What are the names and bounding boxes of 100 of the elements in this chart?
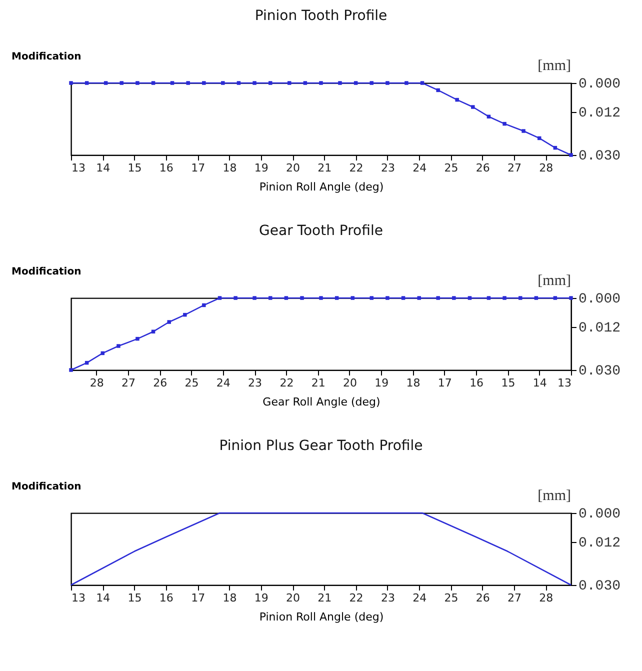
point bbox=[69, 81, 73, 85]
point bbox=[252, 81, 256, 85]
x-tick-label: 25 bbox=[184, 376, 199, 390]
point bbox=[452, 296, 456, 300]
chart-title: Pinion Plus Gear Tooth Profile bbox=[219, 438, 423, 454]
y-tick-label: 0.030 bbox=[578, 148, 621, 164]
text: [mm] bbox=[538, 273, 571, 289]
point bbox=[136, 81, 140, 85]
x-tick-label: 25 bbox=[444, 592, 458, 604]
point bbox=[183, 312, 187, 317]
point bbox=[221, 81, 225, 85]
x-tick-label: 20 bbox=[286, 162, 300, 174]
x-tick-label: 13 bbox=[558, 376, 572, 390]
point bbox=[455, 98, 459, 102]
x-tick-label: 22 bbox=[280, 376, 294, 390]
point bbox=[420, 81, 424, 85]
point bbox=[151, 81, 156, 85]
x-tick-label: 15 bbox=[501, 376, 516, 390]
x-tick-label: 16 bbox=[470, 376, 484, 390]
point bbox=[104, 81, 108, 85]
point bbox=[502, 296, 506, 300]
x-tick-label: 26 bbox=[153, 376, 168, 390]
point bbox=[338, 81, 342, 85]
point bbox=[116, 344, 120, 348]
x-tick-label: 27 bbox=[121, 376, 136, 390]
y-tick-label: 0.030 bbox=[578, 578, 621, 594]
x-tick-label: 14 bbox=[96, 592, 110, 604]
point bbox=[569, 153, 573, 157]
point bbox=[252, 296, 256, 300]
x-tick-label: 19 bbox=[254, 592, 268, 604]
point bbox=[404, 81, 408, 85]
point bbox=[287, 81, 292, 85]
point bbox=[401, 296, 406, 300]
chart-title: Pinion Tooth Profile bbox=[254, 8, 388, 24]
point bbox=[468, 296, 472, 300]
y-tick-label: 0.012 bbox=[578, 535, 621, 552]
x-tick-label: 28 bbox=[539, 592, 554, 604]
x-axis-title: Pinion Roll Angle (deg) bbox=[259, 180, 384, 194]
text: [mm] bbox=[538, 58, 571, 74]
y-axis-title: Modification bbox=[12, 482, 82, 492]
point bbox=[386, 296, 390, 300]
x-tick-label: 27 bbox=[508, 162, 522, 174]
point bbox=[319, 81, 323, 85]
x-tick-label: 17 bbox=[191, 162, 206, 174]
x-tick-label: 23 bbox=[380, 162, 395, 174]
x-tick-label: 15 bbox=[128, 162, 142, 174]
point bbox=[471, 105, 475, 109]
x-tick-label: 20 bbox=[286, 592, 300, 604]
x-tick-label: 14 bbox=[96, 162, 110, 174]
x-axis-title: Pinion Roll Angle (deg) bbox=[259, 610, 384, 624]
y-tick-label: 0.030 bbox=[578, 364, 621, 380]
text: [mm] bbox=[538, 488, 571, 504]
y-tick-label: 0.012 bbox=[578, 105, 621, 122]
x-axis-title: Gear Roll Angle (deg) bbox=[262, 396, 380, 408]
x-tick-label: 23 bbox=[380, 592, 395, 604]
point bbox=[202, 303, 206, 308]
point bbox=[386, 81, 390, 85]
x-tick-label: 17 bbox=[438, 376, 452, 390]
point bbox=[300, 296, 304, 300]
x-tick-label: 20 bbox=[342, 376, 357, 390]
x-tick-label: 19 bbox=[254, 162, 268, 174]
point bbox=[518, 296, 522, 300]
y-tick-label: 0.000 bbox=[578, 76, 621, 92]
x-tick-label: 21 bbox=[318, 162, 332, 174]
x-tick-label: 18 bbox=[222, 592, 237, 604]
point bbox=[370, 296, 374, 300]
point bbox=[234, 296, 238, 300]
x-tick-label: 18 bbox=[406, 376, 420, 390]
point bbox=[202, 81, 206, 85]
x-tick-label: 16 bbox=[159, 592, 174, 604]
point bbox=[303, 81, 308, 85]
x-tick-label: 23 bbox=[248, 376, 262, 390]
point bbox=[486, 114, 491, 118]
line-series bbox=[69, 81, 573, 157]
x-tick-label: 15 bbox=[128, 592, 142, 604]
point bbox=[436, 296, 440, 300]
point bbox=[436, 88, 440, 92]
chart-title: Gear Tooth Profile bbox=[259, 223, 383, 239]
x-tick-label: 25 bbox=[444, 162, 458, 174]
point bbox=[334, 296, 339, 300]
x-tick-label: 21 bbox=[311, 376, 326, 390]
point bbox=[522, 129, 526, 133]
point bbox=[167, 320, 171, 324]
point bbox=[170, 81, 174, 85]
x-tick-label: 21 bbox=[318, 592, 332, 604]
point bbox=[236, 81, 241, 85]
x-tick-label: 27 bbox=[508, 592, 522, 604]
x-tick-label: 22 bbox=[349, 162, 364, 174]
x-tick-label: 26 bbox=[476, 592, 490, 604]
point bbox=[136, 336, 140, 341]
x-tick-label: 24 bbox=[412, 592, 427, 604]
point bbox=[268, 81, 272, 85]
point bbox=[69, 368, 73, 372]
x-tick-label: 17 bbox=[191, 592, 206, 604]
point bbox=[486, 296, 491, 300]
point bbox=[84, 81, 89, 85]
x-tick-label: 13 bbox=[72, 592, 86, 604]
x-tick-label: 14 bbox=[532, 376, 547, 390]
point bbox=[218, 296, 222, 300]
x-tick-label: 26 bbox=[476, 162, 490, 174]
